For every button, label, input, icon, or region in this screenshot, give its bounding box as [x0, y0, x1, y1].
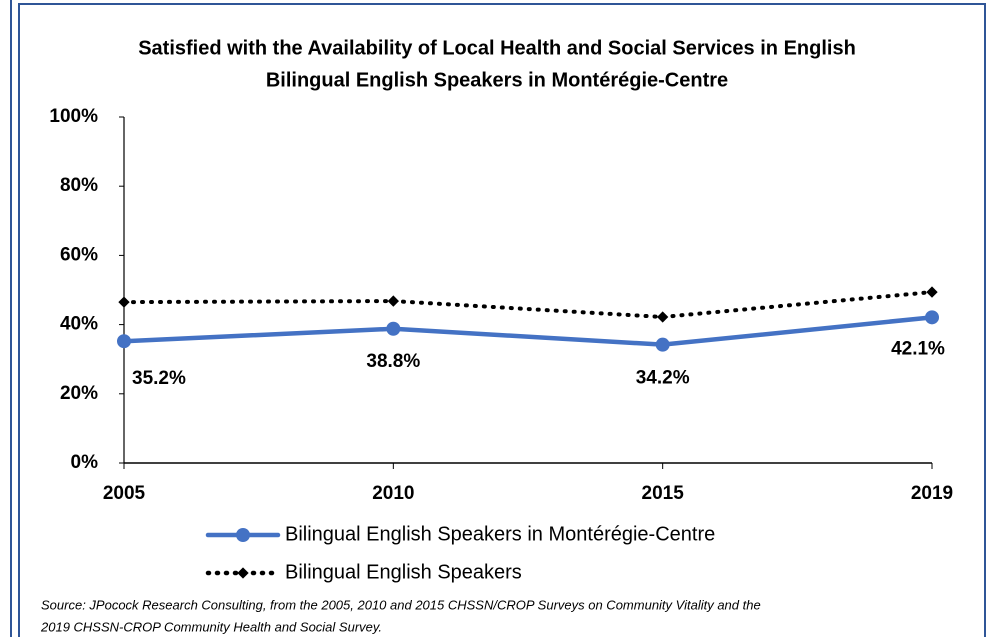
- y-tick-label: 0%: [71, 452, 99, 473]
- data-label: 38.8%: [366, 351, 420, 372]
- marker: [387, 295, 399, 307]
- y-tick-label: 60%: [60, 244, 98, 265]
- legend-marker: [237, 567, 249, 579]
- marker: [925, 310, 939, 325]
- marker: [118, 296, 130, 308]
- chart-subtitle: Bilingual English Speakers in Montérégie…: [266, 69, 728, 91]
- legend-label: Bilingual English Speakers: [285, 561, 522, 583]
- y-tick-label: 40%: [60, 314, 98, 335]
- neighbor-panel-border: [10, 0, 12, 642]
- series-line: [121, 315, 935, 347]
- x-tick-label: 2005: [103, 483, 146, 504]
- series-line: [122, 290, 934, 319]
- x-tick-label: 2019: [911, 483, 953, 504]
- chart-title: Satisfied with the Availability of Local…: [138, 37, 856, 59]
- marker: [386, 321, 401, 336]
- source-note: 2019 CHSSN-CROP Community Health and Soc…: [40, 619, 382, 634]
- legend-marker: [236, 528, 250, 542]
- marker: [117, 334, 131, 349]
- marker: [926, 286, 938, 298]
- x-tick-label: 2015: [642, 483, 685, 504]
- marker: [655, 337, 670, 352]
- x-tick-label: 2010: [372, 483, 414, 504]
- data-label: 35.2%: [132, 368, 186, 389]
- data-label: 34.2%: [636, 368, 690, 389]
- y-tick-label: 100%: [49, 106, 98, 127]
- legend-label: Bilingual English Speakers in Montérégie…: [285, 523, 715, 545]
- y-tick-label: 80%: [60, 175, 98, 196]
- data-label: 42.1%: [891, 338, 945, 359]
- marker: [657, 311, 669, 323]
- source-note: Source: JPocock Research Consulting, fro…: [41, 597, 761, 612]
- panel-border: [18, 3, 986, 642]
- y-tick-label: 20%: [60, 383, 98, 404]
